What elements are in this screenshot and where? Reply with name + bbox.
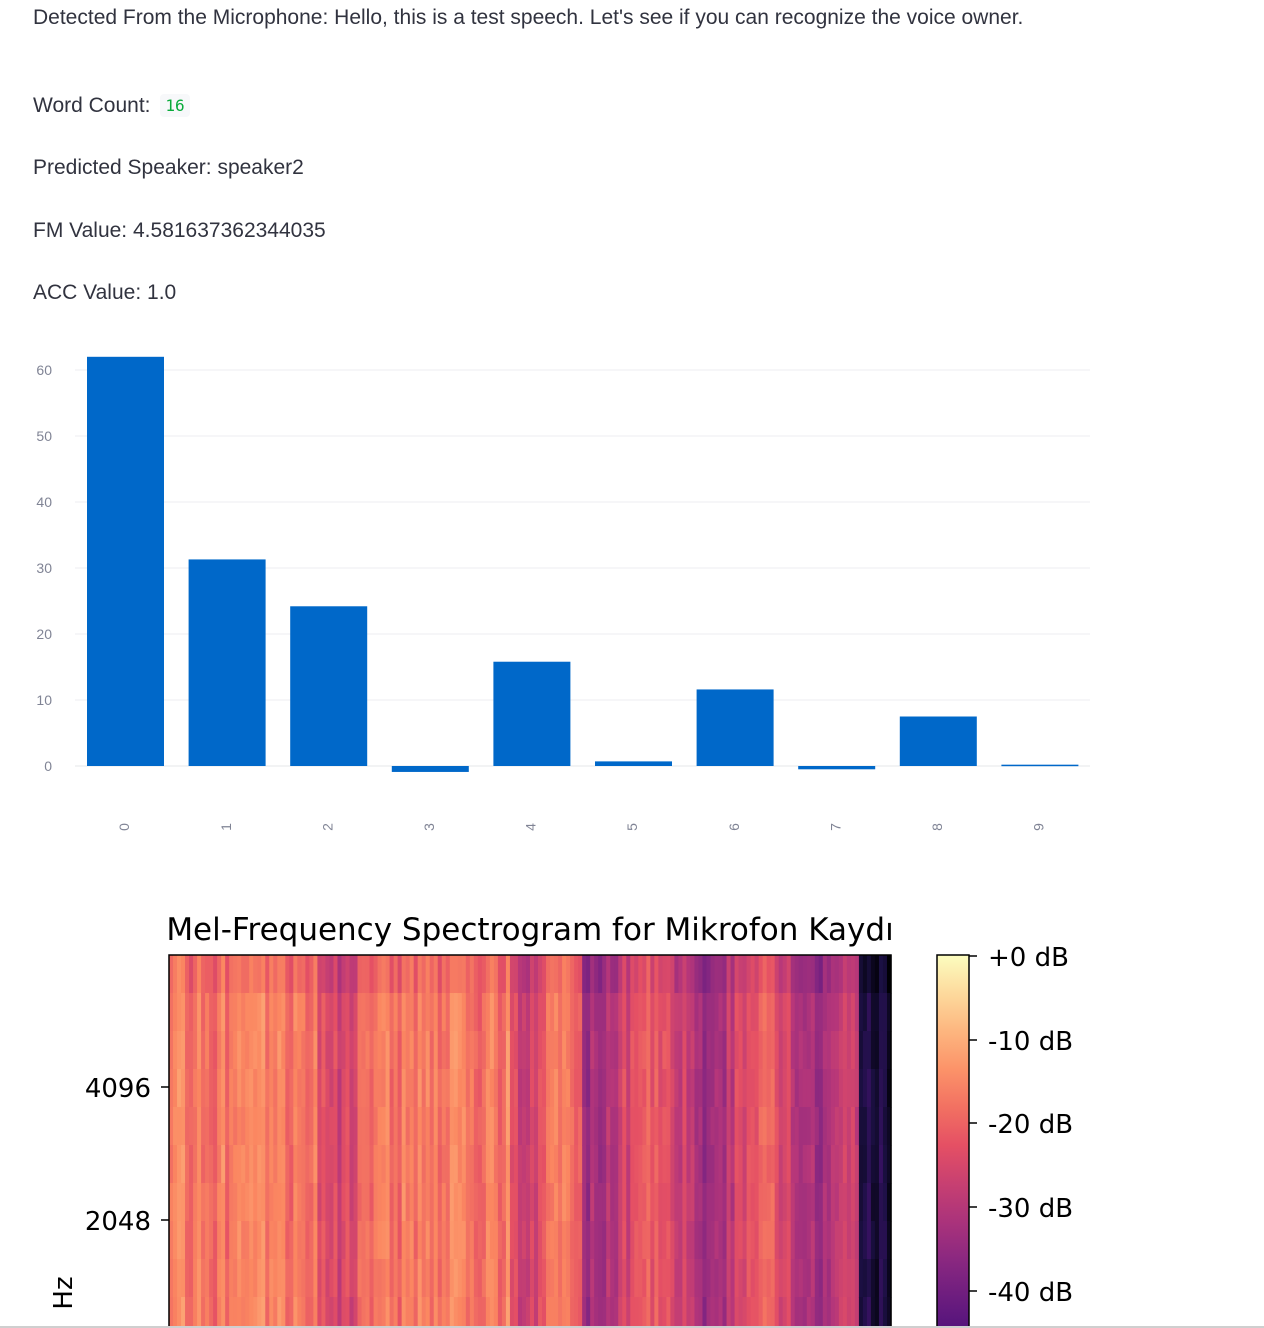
predicted-speaker-label: Predicted Speaker: [33,156,212,179]
bar-0 [87,356,164,766]
x-tick-label: 2 [319,823,335,831]
y-tick-label: 40 [36,494,52,510]
spectrogram-frame [168,954,892,1328]
y-tick-label: 60 [36,362,52,378]
x-tick-label: 9 [1031,823,1047,831]
bar-chart-grid: 0 10 20 30 40 50 60 [36,362,1090,774]
fm-value-label: FM Value: [33,219,128,242]
y-tick-label: 50 [36,428,52,444]
bar-chart: 0 10 20 30 40 50 60 0 1 2 3 4 5 6 7 8 9 [36,356,1090,831]
x-tick-label: 6 [726,823,742,831]
colorbar-tick-label: -20 dB [988,1110,1073,1140]
y-tick-label: 0 [44,758,52,774]
spectrogram-y-tick-label: 4096 [85,1074,151,1104]
acc-value-label: ACC Value: [33,281,142,304]
bar-9 [1001,764,1079,767]
bar-6 [696,689,774,766]
bar-5 [595,761,672,766]
transcript-label: Detected From the Microphone: [33,6,329,29]
bar-8 [899,716,977,766]
x-tick-label: 7 [827,823,843,831]
transcript-line: Detected From the Microphone: Hello, thi… [33,6,1023,30]
predicted-speaker-value: speaker2 [217,156,304,179]
mel-spectrogram-figure: Mel-Frequency Spectrogram for Mikrofon K… [49,912,1073,1328]
bar-2 [290,606,368,766]
word-count-label: Word Count: [33,94,151,117]
bar-4 [493,661,571,766]
transcript-text: Hello, this is a test speech. Let's see … [334,6,1024,29]
y-tick-label: 10 [36,692,52,708]
colorbar-tick-label: -40 dB [988,1278,1073,1308]
x-tick-label: 4 [523,823,539,831]
x-tick-label: 5 [624,823,640,831]
bar-3 [391,766,469,772]
colorbar-tick-label: -10 dB [988,1027,1073,1057]
bar-1 [188,559,266,766]
fm-value-line: FM Value: 4.581637362344035 [33,219,326,243]
word-count-line: Word Count: 16 [33,94,190,118]
x-tick-label: 3 [421,823,437,831]
fm-value: 4.581637362344035 [133,219,326,242]
colorbar [936,954,970,1328]
colorbar-tick-label: +0 dB [988,943,1069,973]
predicted-speaker-line: Predicted Speaker: speaker2 [33,156,304,180]
y-tick-label: 20 [36,626,52,642]
acc-value: 1.0 [147,281,177,304]
x-tick-label: 0 [116,823,132,831]
spectrogram-y-axis-label: Hz [49,1276,79,1309]
colorbar-tick-label: -30 dB [988,1194,1073,1224]
x-tick-label: 1 [218,823,234,831]
word-count-value: 16 [160,94,190,117]
spectrogram-heatmap [169,955,892,1328]
spectrogram-y-tick-label: 2048 [85,1207,151,1237]
bar-7 [798,766,876,770]
x-tick-label: 8 [929,823,945,831]
acc-value-line: ACC Value: 1.0 [33,281,176,305]
y-tick-label: 30 [36,560,52,576]
bottom-divider [0,1326,1264,1328]
spectrogram-title: Mel-Frequency Spectrogram for Mikrofon K… [166,912,893,948]
